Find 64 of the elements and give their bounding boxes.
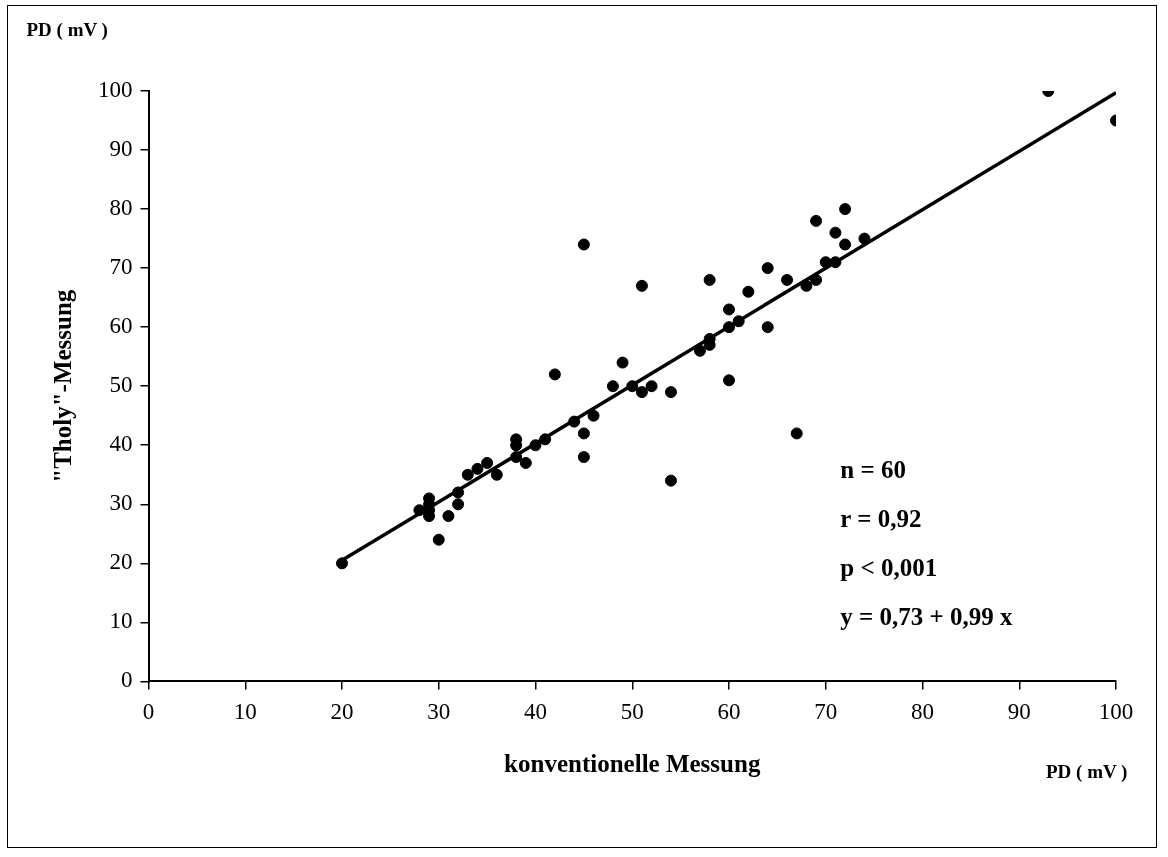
x-axis-title: konventionelle Messung	[504, 750, 761, 778]
point	[781, 273, 794, 286]
point	[723, 303, 735, 316]
point	[432, 533, 445, 546]
y-tick-label: 0	[121, 667, 133, 693]
point	[519, 456, 532, 469]
x-tick-label: 80	[911, 699, 934, 725]
point	[577, 451, 590, 464]
y-axis-title: "Tholy"-Messung	[49, 289, 77, 483]
point	[336, 557, 348, 570]
point	[481, 456, 494, 469]
point	[790, 427, 803, 440]
text: PD ( mV )	[26, 18, 108, 41]
text: PD ( mV )	[1046, 761, 1128, 784]
point	[742, 285, 755, 298]
x-tick-label: 40	[524, 699, 547, 725]
point	[442, 510, 455, 523]
point	[839, 203, 852, 216]
y-tick-label: 90	[109, 136, 133, 162]
point	[548, 368, 561, 381]
point	[810, 214, 823, 227]
point	[723, 374, 735, 387]
point	[839, 238, 852, 251]
point	[635, 279, 648, 292]
point	[461, 468, 474, 481]
x-tick-label: 60	[717, 699, 741, 725]
point	[664, 474, 677, 487]
point	[577, 238, 590, 251]
point	[829, 226, 842, 239]
point	[471, 462, 484, 475]
x-tick-label: 50	[620, 699, 644, 725]
x-tick-label: 0	[142, 699, 155, 725]
point	[761, 321, 774, 334]
point	[452, 498, 465, 511]
y-tick-label: 30	[109, 490, 133, 516]
point	[616, 356, 629, 369]
point	[664, 386, 677, 399]
y-tick-label: 80	[109, 195, 133, 221]
annotation: n = 60	[840, 456, 906, 484]
point	[693, 344, 706, 357]
y-tick-label: 20	[109, 549, 133, 575]
y-tick-label: 60	[109, 313, 133, 339]
point	[761, 262, 774, 275]
y-tick-label: 10	[109, 608, 133, 634]
annotation: r = 0,92	[840, 505, 922, 533]
x-tick-label: 100	[1098, 699, 1134, 725]
point	[587, 409, 600, 422]
point	[606, 380, 619, 393]
annotation: y = 0,73 + 0,99 x	[840, 603, 1013, 631]
x-tick-label: 20	[330, 699, 354, 725]
point	[577, 427, 590, 440]
y-tick-label: 100	[98, 77, 133, 103]
x-tick-label: 30	[427, 699, 451, 725]
x-tick-label: 10	[233, 699, 257, 725]
y-tick-label: 40	[109, 431, 133, 457]
point	[635, 386, 648, 399]
y-tick-label: 70	[109, 254, 133, 280]
point	[645, 380, 658, 393]
point	[490, 468, 503, 481]
x-tick-label: 70	[814, 699, 838, 725]
y-tick-label: 50	[109, 372, 133, 398]
annotation: p < 0,001	[840, 554, 938, 582]
x-tick-label: 90	[1007, 699, 1031, 725]
point	[703, 273, 716, 286]
